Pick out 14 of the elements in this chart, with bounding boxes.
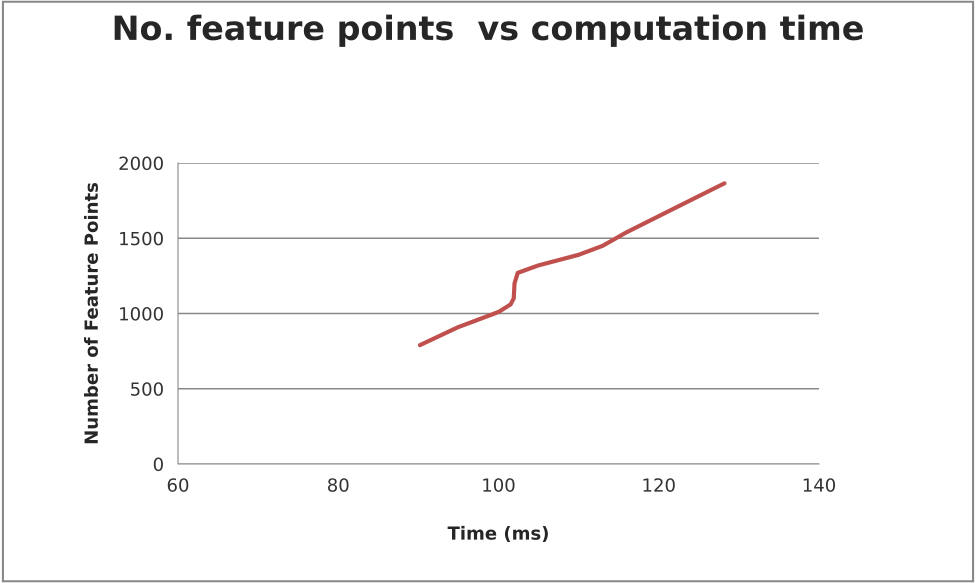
y-tick-label: 0 bbox=[154, 457, 163, 472]
y-tick-label: 1000 bbox=[120, 306, 163, 321]
y-tick-label: 2000 bbox=[119, 156, 163, 170]
chart-title: No. feature points vs computation time bbox=[114, 14, 863, 47]
y-tick-label: 500 bbox=[131, 382, 163, 396]
x-tick-label: 60 bbox=[168, 478, 188, 492]
x-tick-label: 80 bbox=[328, 478, 349, 492]
x-axis-title: Time (ms) bbox=[448, 526, 548, 542]
x-tick-label: 100 bbox=[483, 478, 515, 492]
x-tick-label: 140 bbox=[804, 478, 836, 492]
y-axis-title: Number of Feature Points bbox=[84, 183, 98, 444]
x-tick-label: 120 bbox=[644, 478, 675, 492]
y-tick-label: 1500 bbox=[120, 232, 163, 246]
line-series bbox=[418, 181, 727, 348]
